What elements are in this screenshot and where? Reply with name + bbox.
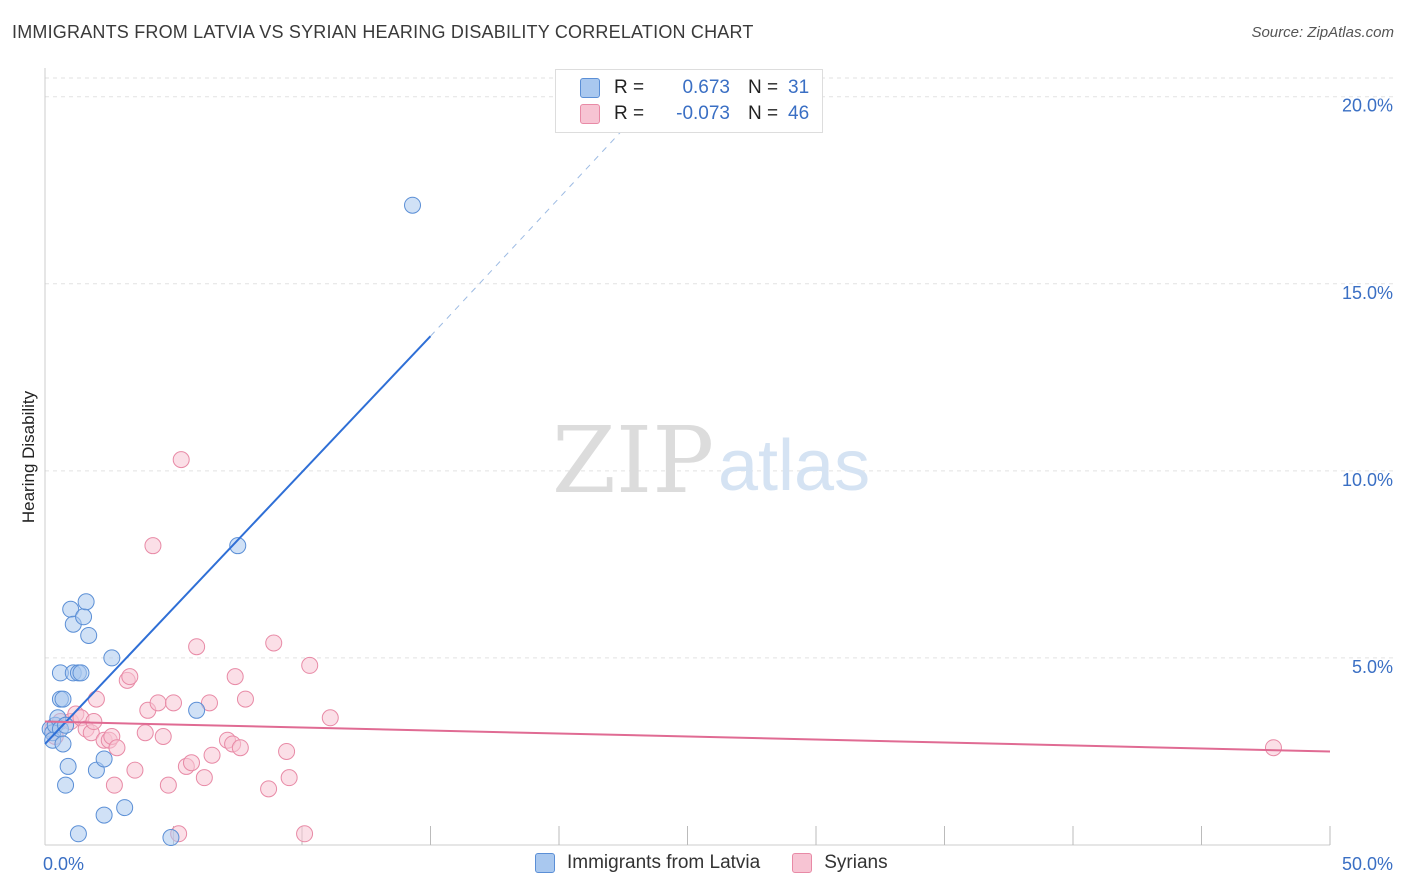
latvia-point <box>54 690 72 708</box>
latvia-point <box>188 701 206 719</box>
series-legend: Immigrants from Latvia Syrians <box>535 852 920 874</box>
syrians-point <box>126 761 144 779</box>
series-legend-syrians[interactable]: Syrians <box>792 852 888 874</box>
syrians-point <box>159 776 177 794</box>
syrians-point <box>188 638 206 656</box>
latvia-point <box>59 757 77 775</box>
latvia-point <box>54 735 72 753</box>
y-axis-title: Hearing Disability <box>19 390 38 523</box>
series-legend-latvia[interactable]: Immigrants from Latvia <box>535 852 760 874</box>
legend-swatch-latvia <box>580 78 600 98</box>
axes <box>44 68 1331 846</box>
syrians-point <box>200 694 218 712</box>
latvia-trend-line <box>44 335 432 745</box>
syrians-point <box>144 537 162 555</box>
series-label-syrians: Syrians <box>824 852 888 873</box>
syrians-point <box>108 739 126 757</box>
syrians-point <box>182 754 200 772</box>
latvia-point <box>404 196 422 214</box>
syrians-point <box>149 694 167 712</box>
latvia-point <box>95 750 113 768</box>
syrians-point <box>321 709 339 727</box>
series-swatch-latvia <box>535 853 555 873</box>
x-tick-label: 0.0% <box>43 854 84 874</box>
syrians-point <box>231 739 249 757</box>
latvia-point <box>103 649 121 667</box>
trend-lines <box>44 115 1331 753</box>
legend-swatch-syrians <box>580 104 600 124</box>
watermark-atlas: atlas <box>718 426 870 506</box>
syrians-point <box>278 742 296 760</box>
latvia-point <box>69 825 87 843</box>
legend-n-label: N = <box>748 77 779 98</box>
series-swatch-syrians <box>792 853 813 873</box>
syrians-point <box>296 825 314 843</box>
latvia-point <box>80 626 98 644</box>
latvia-point <box>229 537 247 555</box>
latvia-point <box>75 608 93 626</box>
syrians-point <box>165 694 182 712</box>
series-label-latvia: Immigrants from Latvia <box>567 852 761 873</box>
latvia-point <box>77 593 95 611</box>
syrians-point <box>136 724 154 742</box>
legend-row-latvia: R = 0.673 N = 31 <box>580 76 828 100</box>
latvia-point <box>57 776 75 794</box>
syrians-point <box>172 451 190 469</box>
legend-r-label: R = <box>614 103 645 124</box>
chart-title: IMMIGRANTS FROM LATVIA VS SYRIAN HEARING… <box>12 22 754 42</box>
latvia-point <box>72 664 90 682</box>
syrians-point <box>226 668 244 686</box>
syrians-point <box>1264 739 1282 757</box>
syrians-point <box>265 634 283 652</box>
latvia-point <box>162 829 180 847</box>
grid-lines <box>45 77 1395 659</box>
watermark-zip: ZIP <box>552 407 714 514</box>
latvia-point <box>57 716 75 734</box>
legend-r-value: 0.673 <box>682 77 730 98</box>
y-tick-label: 5.0% <box>1352 657 1393 677</box>
syrians-point <box>154 727 172 745</box>
y-tick-label: 20.0% <box>1342 96 1393 116</box>
data-points <box>41 196 1282 847</box>
syrians-point <box>87 690 105 708</box>
syrians-point <box>260 780 278 798</box>
syrians-point <box>280 769 298 787</box>
syrians-point <box>121 668 139 686</box>
legend-n-value: 31 <box>788 77 810 98</box>
legend-r-label: R = <box>614 77 645 98</box>
syrians-trend-line <box>44 720 1331 753</box>
latvia-trend-extension <box>430 115 637 337</box>
latvia-point <box>116 799 134 817</box>
latvia-point <box>95 806 113 824</box>
x-tick-labels: 0.0% 50.0% <box>43 854 1393 874</box>
legend-r-value: -0.073 <box>676 103 730 124</box>
legend-row-syrians: R = -0.073 N = 46 <box>580 102 828 126</box>
syrians-point <box>105 776 123 794</box>
syrians-point <box>301 656 319 674</box>
source-label: Source: ZipAtlas.com <box>1251 24 1394 41</box>
legend-n-value: 46 <box>788 103 810 124</box>
syrians-point <box>203 746 221 764</box>
watermark: ZIP atlas <box>552 407 870 514</box>
y-tick-label: 10.0% <box>1342 470 1393 490</box>
syrians-point <box>85 713 103 731</box>
syrians-point <box>236 690 254 708</box>
y-tick-label: 15.0% <box>1342 283 1393 303</box>
y-tick-labels: 5.0% 10.0% 15.0% 20.0% <box>1342 96 1393 677</box>
x-tick-label: 50.0% <box>1342 854 1393 874</box>
syrians-point <box>195 769 213 787</box>
correlation-legend: R = 0.673 N = 31 R = -0.073 N = 46 <box>555 69 823 133</box>
legend-n-label: N = <box>748 103 779 124</box>
